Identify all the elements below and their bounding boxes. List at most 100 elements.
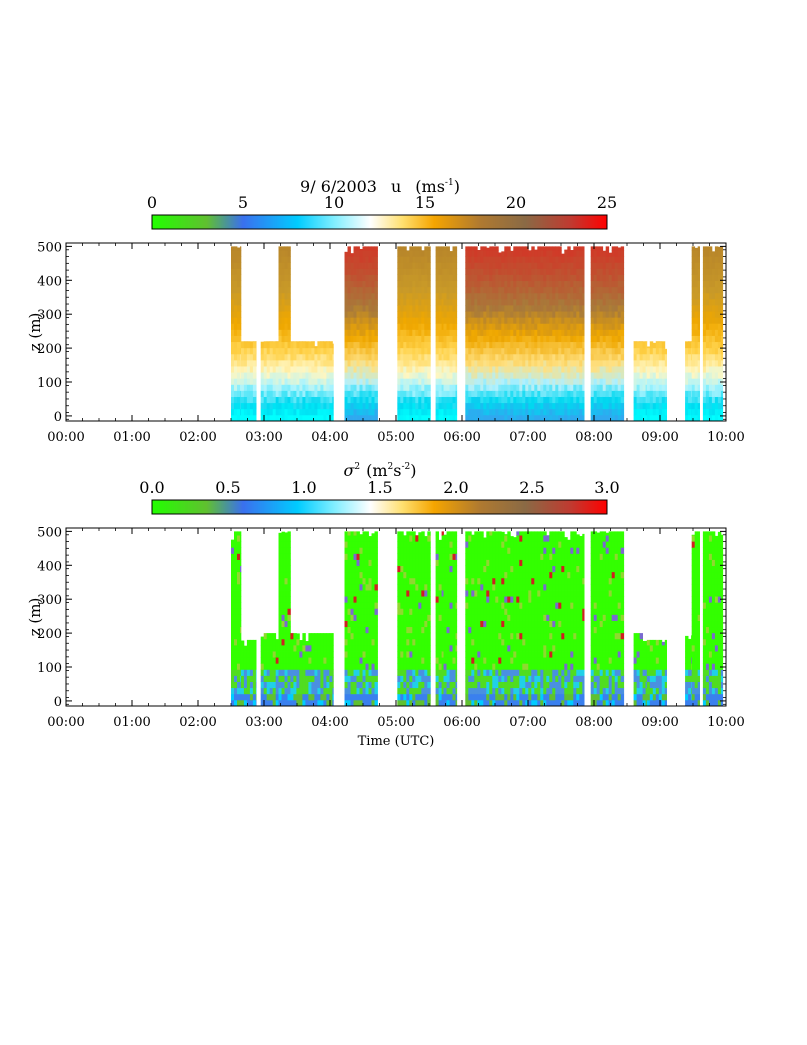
heatmap-cell [284, 311, 288, 318]
heatmap-cell [409, 571, 413, 579]
heatmap-cell [406, 256, 410, 263]
heatmap-cell [720, 268, 724, 275]
heatmap-cell [498, 359, 502, 367]
heatmap-cell [691, 353, 693, 361]
heatmap-cell [424, 341, 428, 349]
heatmap-cell [507, 274, 511, 282]
heatmap-cell [573, 329, 577, 336]
heatmap-cell [397, 298, 401, 306]
heatmap-cell [474, 268, 478, 275]
heatmap-cell [397, 347, 401, 355]
heatmap-cell [266, 693, 271, 701]
heatmap-cell [441, 699, 444, 707]
heatmap-cell [365, 663, 369, 670]
heatmap-cell [455, 390, 458, 397]
heatmap-cell [406, 602, 410, 609]
heatmap-cell [353, 323, 357, 330]
heatmap-cell [281, 693, 285, 701]
heatmap-cell [537, 335, 541, 343]
heatmap-cell [705, 414, 710, 422]
heatmap-cell [359, 280, 363, 288]
heatmap-cell [284, 366, 288, 373]
heatmap-cell [438, 577, 442, 585]
heatmap-cell [443, 553, 447, 560]
heatmap-cell [332, 657, 334, 664]
heatmap-cell [305, 669, 309, 676]
heatmap-cell [582, 323, 585, 330]
heatmap-cell [449, 280, 453, 288]
heatmap-cell [516, 384, 520, 391]
heatmap-cell [406, 614, 410, 621]
x-tick-label: 03:00 [245, 430, 282, 445]
heatmap-cell [664, 384, 667, 391]
heatmap-cell [237, 626, 241, 634]
heatmap-cell [269, 669, 274, 676]
heatmap-cell [314, 359, 318, 367]
heatmap-cell [617, 347, 622, 355]
heatmap-cell [552, 366, 556, 373]
heatmap-cell [702, 246, 707, 251]
heatmap-cell [374, 608, 378, 615]
heatmap-cell [540, 286, 544, 294]
heatmap-cell [415, 414, 419, 422]
heatmap-cell [468, 353, 472, 361]
heatmap-cell [694, 298, 699, 306]
heatmap-cell [424, 590, 428, 597]
heatmap-cell [412, 590, 416, 597]
heatmap-cell [489, 286, 493, 294]
heatmap-cell [465, 311, 469, 318]
heatmap-cell [231, 323, 235, 330]
heatmap-cell [611, 268, 616, 275]
heatmap-cell [573, 298, 577, 306]
heatmap-cell [519, 366, 523, 373]
heatmap-cell [480, 274, 484, 282]
heatmap-cell [356, 638, 360, 646]
heatmap-cell [320, 347, 324, 355]
heatmap-cell [365, 541, 369, 548]
heatmap-cell [305, 366, 309, 373]
heatmap-cell [480, 396, 484, 404]
heatmap-cell [446, 577, 450, 585]
heatmap-cell [278, 341, 282, 349]
heatmap-cell [356, 329, 360, 336]
heatmap-cell [446, 372, 450, 379]
heatmap-cell [365, 620, 369, 628]
heatmap-cell [449, 602, 453, 609]
heatmap-cell [455, 268, 458, 275]
heatmap-cell [483, 246, 487, 251]
heatmap-cell [302, 341, 306, 343]
heatmap-cell [424, 378, 428, 385]
heatmap-cell [480, 268, 484, 275]
heatmap-cell [602, 396, 607, 404]
heatmap-cell [452, 335, 456, 343]
heatmap-cell [620, 286, 625, 294]
heatmap-cell [409, 262, 413, 269]
heatmap-cell [664, 353, 667, 361]
heatmap-cell [287, 571, 291, 579]
heatmap-cell [552, 402, 556, 410]
heatmap-cell [353, 414, 357, 422]
heatmap-cell [570, 372, 574, 379]
heatmap-cell [570, 359, 574, 367]
heatmap-cell [435, 577, 439, 585]
heatmap-cell [477, 323, 481, 330]
heatmap-cell [504, 341, 508, 349]
heatmap-cell [573, 378, 577, 385]
heatmap-cell [400, 256, 404, 263]
heatmap-cell [409, 687, 413, 695]
heatmap-cell [501, 341, 505, 349]
heatmap-cell [421, 298, 425, 306]
heatmap-cell [427, 402, 431, 410]
heatmap-cell [573, 390, 577, 397]
heatmap-cell [362, 657, 366, 664]
heatmap-cell [305, 699, 309, 707]
heatmap-cell [374, 535, 378, 542]
heatmap-cell [234, 531, 238, 536]
heatmap-cell [320, 699, 324, 707]
heatmap-cell [409, 681, 413, 689]
heatmap-cell [255, 353, 257, 361]
heatmap-cell [299, 414, 303, 422]
heatmap-cell [614, 384, 619, 391]
heatmap-cell [362, 651, 366, 658]
heatmap-cell [471, 414, 475, 422]
